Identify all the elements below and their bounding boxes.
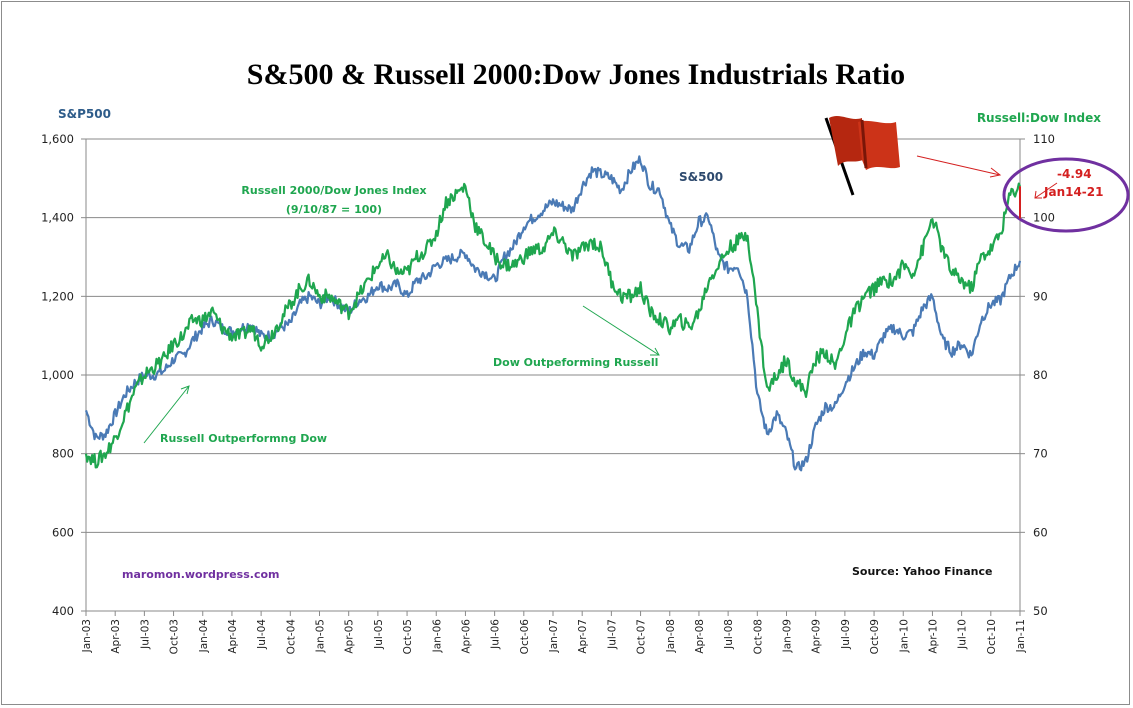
- y-axis-title-left: S&P500: [58, 107, 111, 121]
- arrow-russell-outperforming: [143, 385, 190, 444]
- x-tick-label: Apr-08: [694, 619, 706, 654]
- axes: [81, 138, 1025, 616]
- annotation-dow-outperforming: Dow Outpeforming Russell: [493, 356, 658, 369]
- drop-period: Jan14-21: [1043, 185, 1103, 199]
- gridlines: [86, 138, 1020, 533]
- x-tick-label: Jan-09: [782, 619, 794, 653]
- drop-value: -4.94: [1057, 167, 1092, 181]
- y2-tick-label: 50: [1033, 604, 1048, 618]
- y2-tick-label: 80: [1033, 368, 1048, 382]
- x-tick-label: Apr-04: [227, 619, 239, 654]
- x-tick-label: Oct-05: [402, 619, 414, 654]
- x-tick-label: Jan-07: [548, 619, 560, 653]
- x-tick-label: Jan-04: [198, 619, 210, 654]
- y-axis-title-right: Russell:Dow Index: [977, 111, 1101, 125]
- y2-tick-label: 90: [1033, 289, 1048, 303]
- x-tick-label: Oct-08: [752, 619, 764, 654]
- x-tick-label: Apr-05: [344, 619, 356, 654]
- annotation-russell-index: Russell 2000/Dow Jones Index: [241, 184, 426, 197]
- x-tick-label: Jan-08: [665, 619, 677, 653]
- y-axis-right-labels: 50 60 70 80 90 100 110: [1033, 132, 1055, 618]
- y-tick-label: 1,200: [41, 289, 74, 303]
- y2-tick-label: 60: [1033, 525, 1048, 539]
- y-tick-label: 1,600: [41, 132, 74, 146]
- red-flag-icon: [824, 116, 900, 196]
- x-tick-label: Oct-04: [285, 619, 297, 655]
- x-tick-label: Jan-11: [1015, 619, 1027, 653]
- y-tick-label: 1,000: [41, 368, 74, 382]
- arrow-drop-label: [1034, 182, 1058, 199]
- y-tick-label: 400: [52, 604, 74, 618]
- source-text: Source: Yahoo Finance: [852, 565, 992, 578]
- arrow-flag-to-ellipse: [916, 155, 1002, 178]
- x-tick-label: Jul-05: [373, 619, 385, 650]
- chart-title: S&500 & Russell 2000:Dow Jones Industria…: [247, 58, 905, 91]
- x-tick-label: Jul-06: [490, 619, 502, 650]
- arrow-dow-outperforming: [582, 305, 660, 356]
- x-tick-label: Apr-03: [110, 619, 122, 654]
- x-tick-label: Jul-03: [139, 619, 151, 650]
- annotation-base-date: (9/10/87 = 100): [286, 203, 382, 216]
- y-axis-left-labels: 400 600 800 1,000 1,200 1,400 1,600: [41, 132, 74, 618]
- y-tick-label: 600: [52, 525, 74, 539]
- x-tick-label: Jan-03: [81, 619, 93, 653]
- x-tick-label: Jul-10: [957, 619, 969, 650]
- watermark-text: maromon.wordpress.com: [122, 568, 280, 581]
- x-tick-label: Jul-04: [256, 619, 268, 650]
- x-tick-label: Oct-10: [986, 619, 998, 654]
- annotation-sp500: S&500: [679, 170, 723, 184]
- y2-tick-label: 70: [1033, 447, 1048, 461]
- x-tick-label: Jul-08: [723, 619, 735, 650]
- y2-tick-label: 110: [1033, 132, 1055, 146]
- x-tick-label: Oct-03: [169, 619, 181, 654]
- series-group: [84, 155, 1022, 472]
- y-tick-label: 1,400: [41, 211, 74, 225]
- x-tick-label: Oct-09: [869, 619, 881, 654]
- x-tick-label: Oct-06: [519, 619, 531, 655]
- y-tick-label: 800: [52, 447, 74, 461]
- annotation-russell-outperforming: Russell Outperformng Dow: [160, 432, 327, 445]
- x-tick-label: Apr-06: [460, 619, 472, 654]
- x-tick-label: Apr-09: [811, 619, 823, 654]
- x-tick-label: Apr-10: [927, 619, 939, 654]
- x-tick-label: Jul-09: [840, 619, 852, 650]
- x-tick-label: Jan-06: [431, 619, 443, 654]
- x-axis-labels: Jan-03 Apr-03 Jul-03 Oct-03 Jan-04 Apr-04 Jul-…: [81, 619, 1027, 655]
- y2-tick-label: 100: [1033, 211, 1055, 225]
- x-tick-label: Oct-07: [636, 619, 648, 654]
- x-tick-label: Apr-07: [577, 619, 589, 654]
- x-tick-label: Jan-10: [898, 619, 910, 653]
- x-tick-label: Jul-07: [606, 619, 618, 650]
- series-line-russell-dow: [84, 182, 1021, 469]
- x-tick-label: Jan-05: [315, 619, 327, 653]
- highlight-ellipse: [1002, 157, 1130, 233]
- series-line-sp500: [84, 155, 1022, 472]
